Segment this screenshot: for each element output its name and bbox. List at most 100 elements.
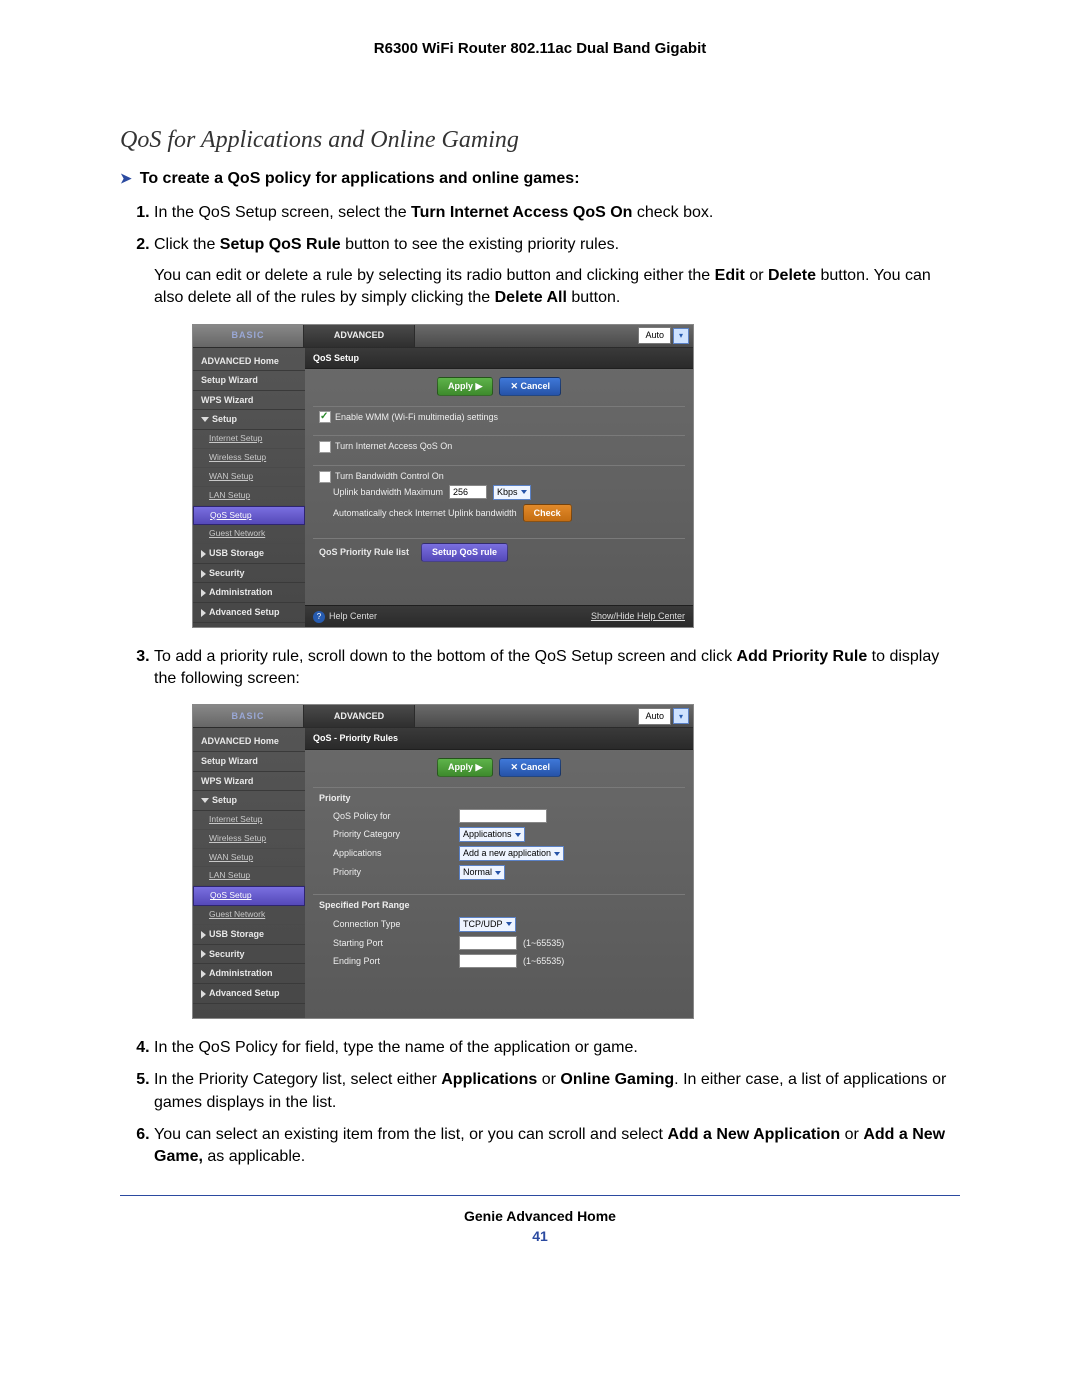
sidebar-usb[interactable]: USB Storage: [193, 544, 305, 564]
port-section: Specified Port Range Connection TypeTCP/…: [313, 894, 685, 974]
s6c: as applicable.: [203, 1148, 305, 1165]
footer: Genie Advanced Home 41: [120, 1208, 960, 1244]
sidebar-admin-label-2: Administration: [209, 968, 273, 978]
lead-line: ➤ To create a QoS policy for application…: [120, 170, 960, 188]
sidebar-internet[interactable]: Internet Setup: [193, 430, 305, 449]
screenshot-2: BASIC ADVANCED Auto ▾ ADVANCED Home Setu…: [192, 704, 960, 1018]
priority-value: Normal: [463, 866, 492, 879]
caret-icon: [201, 550, 206, 558]
steps-list: In the QoS Setup screen, select the Turn…: [154, 202, 960, 1169]
qos-on-label: Turn Internet Access QoS On: [335, 441, 452, 451]
sidebar-guest[interactable]: Guest Network: [193, 525, 305, 544]
footer-rule: [120, 1195, 960, 1196]
caret-down-icon: [201, 417, 209, 422]
sidebar-setup-wizard[interactable]: Setup Wizard: [193, 371, 305, 391]
qos-on-checkbox[interactable]: [319, 441, 331, 453]
s6a: You can select an existing item from the…: [154, 1126, 667, 1143]
s6b: or: [840, 1126, 863, 1143]
sidebar-wps-wizard-2[interactable]: WPS Wizard: [193, 772, 305, 792]
sidebar-setup-2[interactable]: Setup: [193, 791, 305, 811]
chevron-down-icon[interactable]: ▾: [673, 708, 689, 724]
chevron-down-icon: [521, 490, 527, 494]
help-icon: ?: [313, 611, 325, 623]
tab-advanced[interactable]: ADVANCED: [304, 325, 415, 347]
step2-bold: Setup QoS Rule: [220, 236, 341, 253]
sidebar-wan[interactable]: WAN Setup: [193, 468, 305, 487]
section-title: QoS for Applications and Online Gaming: [120, 127, 960, 154]
apps-select[interactable]: Add a new application: [459, 846, 564, 861]
sidebar: ADVANCED Home Setup Wizard WPS Wizard Se…: [193, 348, 305, 627]
cancel-button[interactable]: ✕ Cancel: [499, 377, 561, 396]
sidebar-admin[interactable]: Administration: [193, 583, 305, 603]
sidebar-wps-wizard[interactable]: WPS Wizard: [193, 391, 305, 411]
chevron-down-icon: [495, 871, 501, 875]
step-6: You can select an existing item from the…: [154, 1124, 960, 1169]
sidebar-security[interactable]: Security: [193, 564, 305, 584]
content-panel: QoS Setup Apply ▶ ✕ Cancel Enable WMM (W…: [305, 348, 693, 627]
sidebar-lan-2[interactable]: LAN Setup: [193, 867, 305, 886]
cancel-button-2[interactable]: ✕ Cancel: [499, 758, 561, 777]
help-toggle[interactable]: Show/Hide Help Center: [591, 610, 685, 623]
sidebar-qos[interactable]: QoS Setup: [193, 506, 305, 526]
rule-list-label: QoS Priority Rule list: [319, 546, 409, 559]
category-select[interactable]: Applications: [459, 827, 525, 842]
sidebar-setup-label: Setup: [212, 414, 237, 424]
sidebar-adv-home-2[interactable]: ADVANCED Home: [193, 732, 305, 752]
tab-basic[interactable]: BASIC: [193, 325, 304, 347]
sidebar-usb-2[interactable]: USB Storage: [193, 925, 305, 945]
help-center[interactable]: ? Help Center: [313, 610, 377, 623]
help-label: Help Center: [329, 611, 377, 621]
check-button[interactable]: Check: [523, 504, 572, 523]
button-row-2: Apply ▶ ✕ Cancel: [305, 750, 693, 783]
sidebar-adv-home[interactable]: ADVANCED Home: [193, 352, 305, 372]
apply-button[interactable]: Apply ▶: [437, 377, 493, 396]
sidebar-wireless[interactable]: Wireless Setup: [193, 449, 305, 468]
chevron-down-icon: [554, 852, 560, 856]
s5b1: Applications: [441, 1071, 537, 1088]
auto-select[interactable]: Auto ▾: [638, 325, 693, 347]
content-title-2: QoS - Priority Rules: [305, 728, 693, 750]
step-5: In the Priority Category list, select ei…: [154, 1069, 960, 1114]
chevron-down-icon[interactable]: ▾: [673, 328, 689, 344]
sidebar-advsetup-label-2: Advanced Setup: [209, 988, 280, 998]
tab-basic-2[interactable]: BASIC: [193, 705, 304, 727]
auto-select-2[interactable]: Auto ▾: [638, 705, 693, 727]
step1-text-a: In the QoS Setup screen, select the: [154, 204, 411, 221]
sidebar-wireless-2[interactable]: Wireless Setup: [193, 830, 305, 849]
apply-button-2[interactable]: Apply ▶: [437, 758, 493, 777]
end-port-input[interactable]: [459, 954, 517, 968]
sidebar-guest-2[interactable]: Guest Network: [193, 906, 305, 925]
wmm-checkbox[interactable]: [319, 411, 331, 423]
sidebar-qos-2[interactable]: QoS Setup: [193, 886, 305, 906]
sidebar-lan[interactable]: LAN Setup: [193, 487, 305, 506]
setup-rule-button[interactable]: Setup QoS rule: [421, 543, 508, 562]
apps-label: Applications: [333, 847, 453, 860]
sidebar-advsetup[interactable]: Advanced Setup: [193, 603, 305, 623]
uplink-unit-select[interactable]: Kbps: [493, 485, 531, 500]
start-port-input[interactable]: [459, 936, 517, 950]
sidebar-admin-2[interactable]: Administration: [193, 964, 305, 984]
tab-bar: BASIC ADVANCED Auto ▾: [193, 325, 693, 348]
step2-para: You can edit or delete a rule by selecti…: [154, 265, 960, 310]
bw-checkbox[interactable]: [319, 471, 331, 483]
wmm-section: Enable WMM (Wi-Fi multimedia) settings: [313, 406, 685, 428]
sidebar-advsetup-2[interactable]: Advanced Setup: [193, 984, 305, 1004]
sidebar-setup-label-2: Setup: [212, 795, 237, 805]
sidebar-internet-2[interactable]: Internet Setup: [193, 811, 305, 830]
sidebar-setup[interactable]: Setup: [193, 410, 305, 430]
uplink-input[interactable]: 256: [449, 485, 487, 499]
sidebar-setup-wizard-2[interactable]: Setup Wizard: [193, 752, 305, 772]
caret-icon: [201, 970, 206, 978]
sidebar-admin-label: Administration: [209, 587, 273, 597]
category-value: Applications: [463, 828, 512, 841]
sidebar-wan-2[interactable]: WAN Setup: [193, 849, 305, 868]
conn-type-select[interactable]: TCP/UDP: [459, 917, 516, 932]
sidebar-2: ADVANCED Home Setup Wizard WPS Wizard Se…: [193, 728, 305, 1017]
sidebar-advsetup-label: Advanced Setup: [209, 607, 280, 617]
policy-for-input[interactable]: [459, 809, 547, 823]
priority-select[interactable]: Normal: [459, 865, 505, 880]
step3-bold: Add Priority Rule: [737, 648, 868, 665]
sidebar-usb-label: USB Storage: [209, 548, 264, 558]
tab-advanced-2[interactable]: ADVANCED: [304, 705, 415, 727]
sidebar-security-2[interactable]: Security: [193, 945, 305, 965]
